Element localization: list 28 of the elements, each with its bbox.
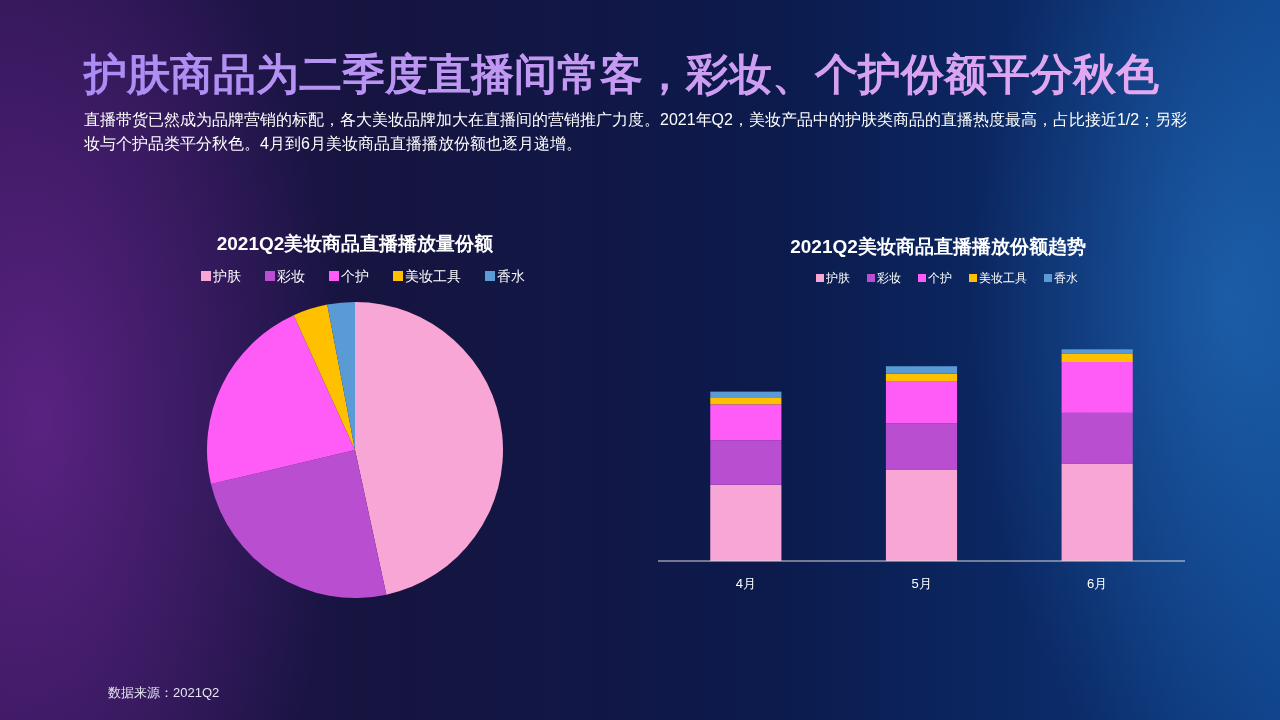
x-tick-label: 6月 xyxy=(1087,576,1108,591)
legend-label: 彩妆 xyxy=(277,269,305,284)
text: 直播带货已然成为品牌营销的标配，各大美妆品牌加大在直播间的营销推广力度。2021年Q2，美妆产品中的护肤类商品的直播热度最高，占比接近1/2；另彩妆与个护品类平分秋色。4月到6月美妆商品直播播放份额也逐月递增。 xyxy=(84,111,1188,152)
legend-item: 彩妆 xyxy=(867,271,901,285)
chart-title: 2021Q2美妆商品直播播放份额趋势 xyxy=(790,236,1086,257)
legend-item: 个护 xyxy=(329,269,369,284)
legend-label: 香水 xyxy=(1054,271,1078,285)
legend-item: 美妆工具 xyxy=(969,271,1027,285)
legend-item: 彩妆 xyxy=(265,269,305,284)
source-note: 数据来源：2021Q2 xyxy=(108,685,220,700)
legend-item: 护肤 xyxy=(201,269,241,284)
legend-label: 香水 xyxy=(497,269,525,284)
legend-label: 彩妆 xyxy=(877,271,901,285)
legend-label: 护肤 xyxy=(825,271,850,285)
legend-item: 香水 xyxy=(1044,271,1078,285)
legend-label: 美妆工具 xyxy=(979,271,1027,285)
legend-item: 护肤 xyxy=(816,271,850,285)
x-tick-label: 4月 xyxy=(735,576,756,591)
legend-label: 个护 xyxy=(341,269,369,284)
legend-label: 个护 xyxy=(928,271,952,285)
text: 护肤商品为二季度直播间常客，彩妆、个护份额平分秋色 xyxy=(82,51,1159,98)
legend-item: 个护 xyxy=(918,271,952,285)
chart-title: 2021Q2美妆商品直播播放量份额 xyxy=(216,233,495,254)
legend-label: 美妆工具 xyxy=(405,269,461,284)
legend-label: 护肤 xyxy=(212,269,241,284)
x-tick-label: 5月 xyxy=(911,576,932,591)
legend-item: 香水 xyxy=(485,269,525,284)
legend-item: 美妆工具 xyxy=(393,269,461,284)
